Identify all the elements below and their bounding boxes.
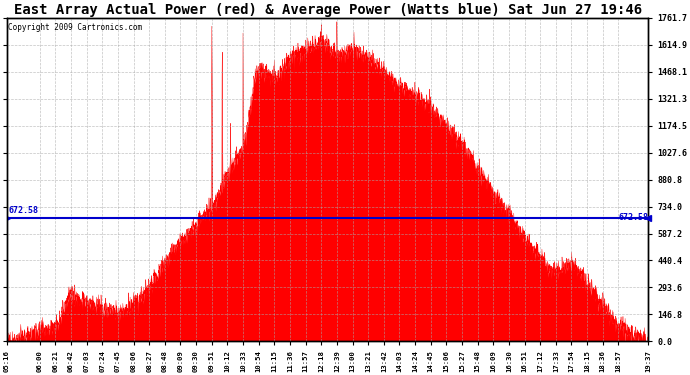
Text: 672.58: 672.58 [8, 206, 39, 215]
Text: Copyright 2009 Cartronics.com: Copyright 2009 Cartronics.com [8, 23, 142, 32]
Text: 672.58: 672.58 [618, 213, 648, 222]
Title: East Array Actual Power (red) & Average Power (Watts blue) Sat Jun 27 19:46: East Array Actual Power (red) & Average … [14, 3, 642, 17]
